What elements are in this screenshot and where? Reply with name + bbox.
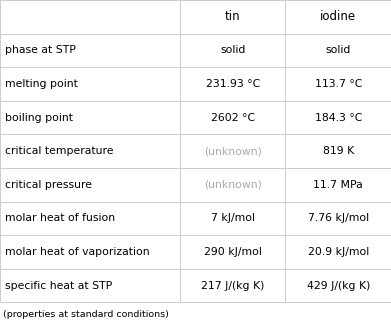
Text: 113.7 °C: 113.7 °C: [314, 79, 362, 89]
Text: critical temperature: critical temperature: [5, 146, 113, 156]
Text: 7 kJ/mol: 7 kJ/mol: [211, 214, 255, 223]
Text: (properties at standard conditions): (properties at standard conditions): [3, 310, 169, 319]
Text: melting point: melting point: [5, 79, 77, 89]
Text: 11.7 MPa: 11.7 MPa: [313, 180, 363, 190]
Text: tin: tin: [225, 10, 240, 23]
Text: iodine: iodine: [320, 10, 356, 23]
Text: critical pressure: critical pressure: [5, 180, 92, 190]
Text: phase at STP: phase at STP: [5, 45, 75, 55]
Text: 20.9 kJ/mol: 20.9 kJ/mol: [308, 247, 369, 257]
Text: 217 J/(kg K): 217 J/(kg K): [201, 281, 264, 291]
Text: 290 kJ/mol: 290 kJ/mol: [204, 247, 262, 257]
Text: 184.3 °C: 184.3 °C: [314, 112, 362, 123]
Text: (unknown): (unknown): [204, 180, 262, 190]
Text: solid: solid: [220, 45, 245, 55]
Text: boiling point: boiling point: [5, 112, 73, 123]
Text: 7.76 kJ/mol: 7.76 kJ/mol: [308, 214, 369, 223]
Text: molar heat of fusion: molar heat of fusion: [5, 214, 115, 223]
Text: 819 K: 819 K: [323, 146, 354, 156]
Text: specific heat at STP: specific heat at STP: [5, 281, 112, 291]
Text: 231.93 °C: 231.93 °C: [206, 79, 260, 89]
Text: 2602 °C: 2602 °C: [211, 112, 255, 123]
Text: (unknown): (unknown): [204, 146, 262, 156]
Text: solid: solid: [326, 45, 351, 55]
Text: molar heat of vaporization: molar heat of vaporization: [5, 247, 149, 257]
Text: 429 J/(kg K): 429 J/(kg K): [307, 281, 370, 291]
